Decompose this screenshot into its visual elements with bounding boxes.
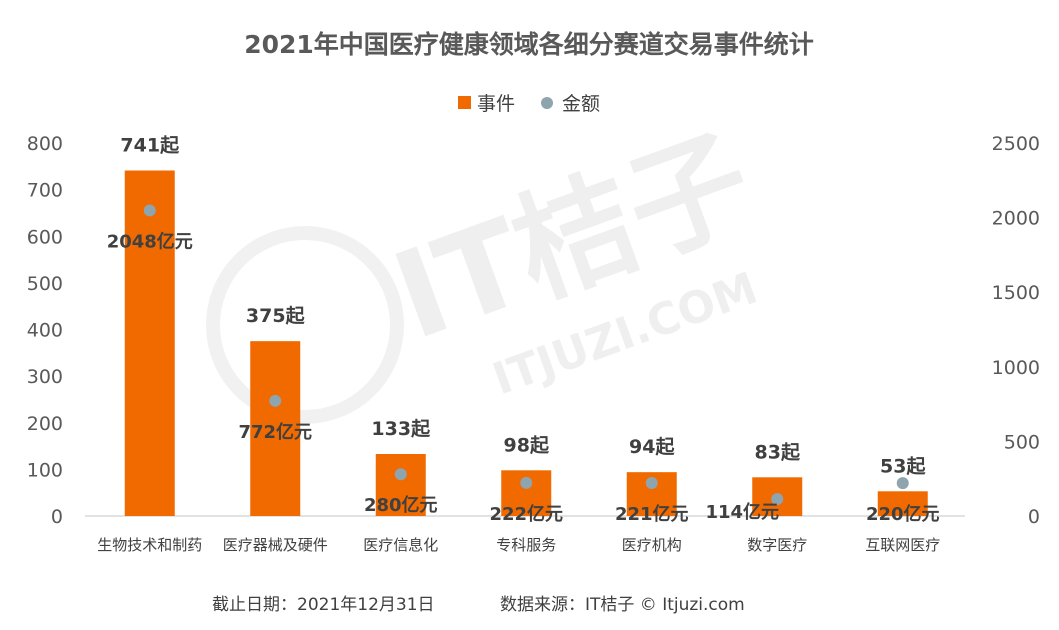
left-tick-label: 800 [27, 133, 63, 155]
amount-dot [645, 477, 658, 490]
amount-dot [269, 394, 282, 407]
left-tick-label: 500 [27, 273, 63, 295]
watermark-logo-icon [206, 226, 404, 424]
amount-label: 772亿元 [238, 421, 312, 443]
right-tick-label: 0 [1028, 506, 1040, 528]
bar-count-label: 375起 [246, 305, 306, 327]
left-tick-label: 100 [27, 459, 63, 481]
category-label: 专科服务 [496, 536, 556, 554]
amount-label: 280亿元 [364, 494, 438, 516]
left-axis: 0 100 200 300 400 500 600 700 800 [27, 133, 63, 528]
footer: 截止日期：2021年12月31日 数据来源：IT桔子 © Itjuzi.com [212, 595, 745, 615]
right-tick-label: 1000 [992, 357, 1040, 379]
category-label: 医疗机构 [622, 536, 682, 554]
footer-date: 截止日期：2021年12月31日 [212, 595, 435, 615]
legend-bar-label: 事件 [477, 93, 515, 115]
category-label: 数字医疗 [747, 536, 807, 554]
bar-count-label: 53起 [880, 455, 926, 477]
legend-bar-swatch [458, 96, 471, 109]
amount-label: 2048亿元 [107, 230, 193, 252]
bar-count-label: 94起 [629, 436, 675, 458]
right-axis: 0 500 1000 1500 2000 2500 [992, 133, 1040, 528]
left-tick-label: 400 [27, 320, 63, 342]
amount-label: 222亿元 [489, 503, 563, 525]
legend-dot-swatch [541, 97, 553, 109]
legend-dot-label: 金额 [562, 93, 600, 115]
amount-dot [143, 204, 156, 217]
data-labels: 741起 2048亿元 375起 772亿元 133起 280亿元 98起 222亿元 94起 2… [107, 135, 940, 526]
legend: 事件 金额 [458, 93, 600, 115]
right-tick-label: 500 [1004, 431, 1040, 453]
left-tick-label: 300 [27, 366, 63, 388]
amount-label: 220亿元 [866, 503, 940, 525]
bar-count-label: 133起 [371, 418, 431, 440]
chart-title: 2021年中国医疗健康领域各细分赛道交易事件统计 [244, 30, 814, 59]
bar-series [124, 170, 928, 517]
bar [250, 341, 301, 516]
bar [124, 170, 175, 517]
scatter-series [143, 204, 909, 505]
right-tick-label: 1500 [992, 282, 1040, 304]
amount-label: 114亿元 [705, 501, 779, 523]
left-tick-label: 200 [27, 413, 63, 435]
right-tick-label: 2000 [992, 208, 1040, 230]
left-tick-label: 0 [51, 506, 63, 528]
bar [877, 491, 928, 516]
left-tick-label: 700 [27, 180, 63, 202]
left-tick-label: 600 [27, 226, 63, 248]
amount-dot [394, 468, 407, 481]
right-tick-label: 2500 [992, 133, 1040, 155]
bar-count-label: 98起 [504, 434, 550, 456]
bar-count-label: 741起 [120, 135, 180, 157]
category-labels: 生物技术和制药 医疗器械及硬件 医疗信息化 专科服务 医疗机构 数字医疗 互联网医疗 [97, 536, 940, 554]
amount-dot [520, 476, 533, 489]
category-label: 生物技术和制药 [97, 536, 202, 554]
amount-dot [771, 492, 784, 505]
bar-count-label: 83起 [755, 441, 801, 463]
bar [375, 453, 426, 516]
category-label: 医疗信息化 [363, 536, 438, 554]
amount-label: 221亿元 [615, 503, 689, 525]
amount-dot [896, 477, 909, 490]
footer-source: 数据来源：IT桔子 © Itjuzi.com [500, 595, 745, 615]
category-label: 医疗器械及硬件 [223, 536, 328, 554]
category-label: 互联网医疗 [865, 536, 940, 554]
